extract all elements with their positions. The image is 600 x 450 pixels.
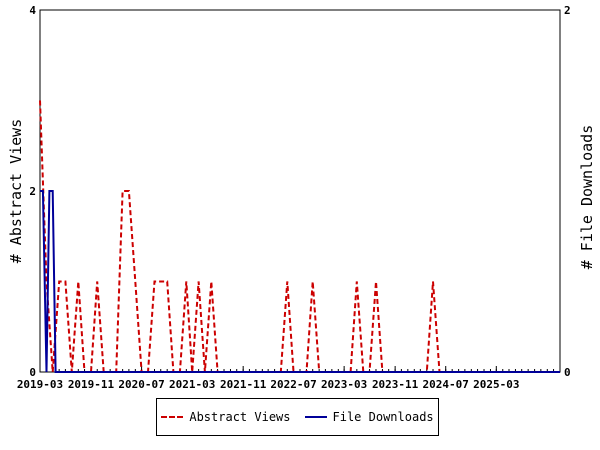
y-tick-label-left: 2 <box>29 185 36 198</box>
x-tick-label: 2023-03 <box>321 378 367 391</box>
y-axis-title-right: # File Downloads <box>578 125 596 270</box>
y-tick-labels-left: 0 2 4 <box>29 4 36 379</box>
legend-label-file-downloads: File Downloads <box>332 410 434 424</box>
y-tick-label-left: 4 <box>29 4 36 17</box>
x-tick-label: 2019-11 <box>68 378 115 391</box>
y-tick-label-left: 0 <box>29 366 36 379</box>
legend-item-abstract-views: Abstract Views <box>161 410 291 424</box>
x-tick-label: 2025-03 <box>473 378 519 391</box>
y-tick-label-right: 2 <box>564 4 571 17</box>
x-tick-label: 2021-11 <box>220 378 267 391</box>
x-tick-label: 2022-07 <box>270 378 316 391</box>
y-tick-label-right: 0 <box>564 366 571 379</box>
x-tick-label: 2019-03 <box>17 378 63 391</box>
x-tick-labels: 2019-03 2019-11 2020-07 2021-03 2021-11 2022-… <box>17 378 520 391</box>
x-tick-label: 2021-03 <box>169 378 215 391</box>
legend-swatch-file-downloads <box>304 416 327 418</box>
plot-area-frame <box>39 9 561 373</box>
y-axis-title-left: # Abstract Views <box>7 119 25 264</box>
legend: Abstract Views File Downloads <box>156 398 439 436</box>
x-tick-label: 2024-07 <box>423 378 469 391</box>
legend-swatch-abstract-views <box>161 416 184 418</box>
legend-item-file-downloads: File Downloads <box>304 410 434 424</box>
series-line-file-downloads <box>40 190 560 373</box>
y-tick-labels-right: 02 <box>564 4 571 379</box>
x-tick-label: 2023-11 <box>372 378 419 391</box>
series-layer <box>39 100 560 373</box>
legend-label-abstract-views: Abstract Views <box>189 410 291 424</box>
x-tick-label: 2020-07 <box>118 378 164 391</box>
